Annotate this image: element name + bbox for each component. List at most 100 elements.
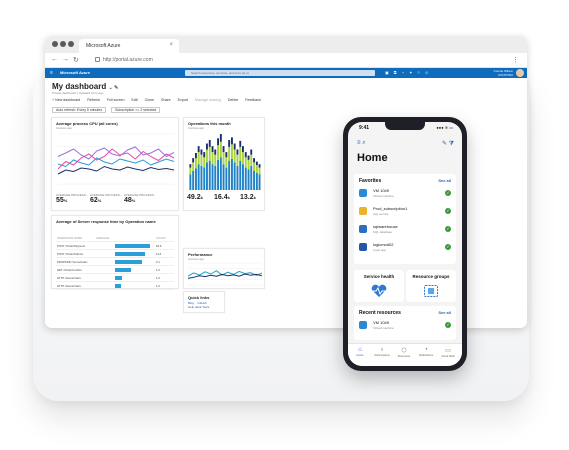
bar-3-2 <box>195 153 197 159</box>
tab-resources[interactable]: ⬡ Resources <box>393 347 415 358</box>
bar-24-2 <box>253 158 255 163</box>
bell-icon[interactable]: ◔ <box>401 70 410 75</box>
recent-heading: Recent resources <box>359 310 401 316</box>
favorites-see-all-link[interactable]: See all <box>438 178 451 183</box>
close-icon[interactable]: × <box>169 42 173 48</box>
search-icon[interactable]: ⌕ <box>362 140 366 146</box>
favorite-item[interactable]: Prod_subscription1 App service ✓ <box>359 205 451 222</box>
refresh-button[interactable]: Refresh <box>87 98 100 102</box>
service-health-tile[interactable]: Service health <box>354 270 404 302</box>
bell-icon: ◔ <box>424 347 428 353</box>
favorite-item[interactable]: VM 1049 Virtual machine ✓ <box>359 187 451 204</box>
azure-search-input[interactable]: Search resources, services, and docs (G+… <box>185 70 375 76</box>
window-close-dot[interactable] <box>52 41 58 47</box>
feedback-button[interactable]: Feedback <box>245 98 261 102</box>
operations-tile[interactable]: Operations this month Contoso app 49.2k … <box>183 117 265 211</box>
cloud-shell-icon[interactable]: ▣ <box>385 70 394 75</box>
clone-button[interactable]: Clone <box>144 98 155 102</box>
table-row[interactable]: HTTP /Home/Index 1.0 <box>56 274 174 282</box>
recent-see-all-link[interactable]: See all <box>438 310 451 315</box>
bar-7-0 <box>206 162 208 190</box>
quick-link-help[interactable]: Help desk <box>188 305 202 309</box>
forward-icon[interactable]: → <box>62 56 69 63</box>
directory-icon[interactable]: ⧉ <box>393 70 402 75</box>
table-row[interactable]: POST /Order/Submit 11.6 <box>56 250 174 258</box>
pin-icon[interactable]: ✎ <box>114 85 119 91</box>
favorite-type: Virtual machine <box>373 194 394 198</box>
page-title: My dashboard ⌄ ✎ <box>52 82 118 91</box>
operations-tile-title: Operations this month <box>188 121 231 126</box>
url-input[interactable]: http://portal.azure.com <box>103 57 153 63</box>
chevron-down-icon[interactable]: ⌄ <box>108 85 115 91</box>
ops-kpi-3-unit: k <box>253 195 256 200</box>
phone-tab-bar: ⌂ Home ♁ Subscriptions ⬡ Resources ◔ Notific… <box>348 343 462 366</box>
feedback-icon[interactable]: ☺ <box>424 70 434 75</box>
export-button[interactable]: Export <box>177 98 189 102</box>
check-circle-icon: ✓ <box>445 208 451 214</box>
window-minimize-dot[interactable] <box>60 41 66 47</box>
new-dashboard-button[interactable]: + New dashboard <box>52 98 81 102</box>
auto-refresh-filter[interactable]: Auto refresh: Every 5 minutes <box>52 107 107 113</box>
cpu-kpi-3: AVERAGE PROCESS... 48% <box>124 193 156 204</box>
azure-brand[interactable]: Microsoft Azure <box>60 70 91 75</box>
tab-cloud-shell[interactable]: ▭ Cloud Shell <box>437 347 459 358</box>
quick-link-tools[interactable]: Tools <box>202 305 210 309</box>
edit-button[interactable]: Edit <box>131 98 138 102</box>
help-icon[interactable]: ? <box>417 70 425 75</box>
avatar[interactable] <box>516 69 524 77</box>
share-button[interactable]: Share <box>161 98 171 102</box>
performance-tile-subtitle: Contoso app <box>188 257 204 261</box>
bar-14-0 <box>225 167 228 190</box>
account-info[interactable]: Connie Wilson CONTOSO <box>494 69 513 77</box>
ops-kpi-3: 13.2k <box>240 194 256 201</box>
ops-kpi-1-unit: k <box>200 195 203 200</box>
bar-6-1 <box>203 157 206 168</box>
table-row[interactable]: HTTP /Home/Index 1.0 <box>56 282 174 290</box>
browser-tab[interactable]: Microsoft Azure × <box>79 39 179 53</box>
row-operation: GET /Order/Confirm <box>57 268 82 272</box>
tab-home[interactable]: ⌂ Home <box>349 347 371 357</box>
performance-tile[interactable]: Performance Contoso app <box>183 248 265 289</box>
resource-groups-tile[interactable]: Resource groups <box>406 270 456 302</box>
phone-right-icons: ✎ ⧩ <box>442 140 454 148</box>
edit-icon[interactable]: ✎ <box>441 141 447 147</box>
subscription-filter[interactable]: Subscription == 2 selected <box>111 107 161 113</box>
cpu-tile[interactable]: Average process CPU (all cores) Contoso … <box>51 117 179 211</box>
table-row[interactable]: GET /Order/Confirm 1.0 <box>56 266 174 274</box>
back-icon[interactable]: ← <box>51 56 58 63</box>
response-time-tile[interactable]: Average of Server response time by Opera… <box>51 215 179 290</box>
quick-link-blog[interactable]: Blog <box>188 301 195 305</box>
operations-bar-chart <box>189 134 261 190</box>
gear-icon[interactable]: ✦ <box>409 70 418 75</box>
bar-11-0 <box>217 159 219 190</box>
phone-screen: 9:41 ●●● ≋ ▭ ≡ ⌕ ✎ ⧩ Home Favorites See … <box>348 122 462 366</box>
table-row[interactable]: PROPFIND /home/index 9.1 <box>56 258 174 266</box>
check-circle-icon: ✓ <box>445 226 451 232</box>
favorite-item[interactable]: logicmod02 Logic app ✓ <box>359 241 451 258</box>
filter-icon[interactable]: ⧩ <box>448 141 454 147</box>
full-screen-button[interactable]: Full screen <box>106 98 125 102</box>
hamburger-icon[interactable]: ≡ <box>50 70 53 76</box>
more-vertical-icon[interactable]: ⋮ <box>512 57 519 64</box>
bar-1-1 <box>189 167 192 175</box>
delete-button[interactable]: Delete <box>227 98 239 102</box>
status-icons: ●●● ≋ ▭ <box>436 125 453 130</box>
window-maximize-dot[interactable] <box>68 41 74 47</box>
tab-subscriptions[interactable]: ♁ Subscriptions <box>371 347 393 357</box>
bar-13-2 <box>222 146 225 153</box>
ops-kpi-2-value: 16.4 <box>214 194 228 201</box>
favorite-type: SQL database <box>373 230 393 234</box>
table-row[interactable]: POST /Order/Payment 18.6 <box>56 242 174 250</box>
reload-icon[interactable]: ↻ <box>73 57 79 64</box>
manage-sharing-button[interactable]: Manage sharing <box>195 98 221 102</box>
row-count: 9.1 <box>156 260 160 264</box>
bar-21-1 <box>244 157 247 168</box>
bar-21-0 <box>244 167 247 190</box>
bar-10-2 <box>214 149 217 155</box>
favorite-item[interactable]: sqlwarehouse SQL database ✓ <box>359 223 451 240</box>
tab-notifications[interactable]: ◔ Notifications <box>415 347 437 357</box>
hamburger-icon[interactable]: ≡ <box>357 140 361 146</box>
list-item[interactable]: VM 1049 Virtual machine ✓ <box>359 319 451 336</box>
quick-link-github[interactable]: GitHub <box>197 301 207 305</box>
bar-25-2 <box>255 161 258 165</box>
